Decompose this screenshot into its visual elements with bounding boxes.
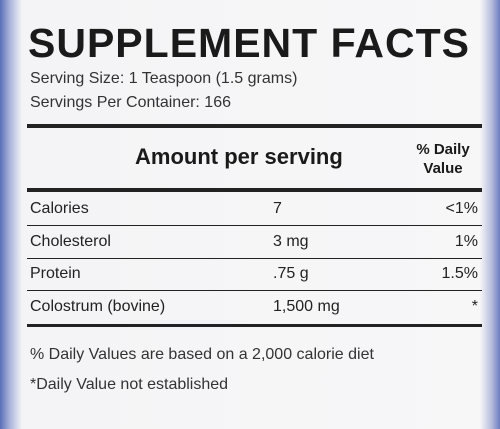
header-daily-value: % Daily Value bbox=[416, 141, 470, 177]
amount: 3 mg bbox=[273, 232, 309, 250]
footnote: *Daily Value not established bbox=[30, 376, 229, 393]
row-divider bbox=[27, 290, 482, 291]
daily-value: <1% bbox=[445, 200, 478, 217]
amount: .75 g bbox=[273, 265, 309, 282]
amount: 7 bbox=[273, 200, 282, 217]
daily-value: 1% bbox=[454, 232, 478, 250]
serving-size: Serving Size: 1 Teaspoon (1.5 grams) bbox=[30, 70, 298, 87]
header-amount: Amount per serving bbox=[135, 144, 343, 169]
footnote: % Daily Values are based on a 2,000 calo… bbox=[30, 346, 374, 363]
amount: 1,500 mg bbox=[273, 297, 340, 315]
rule bbox=[27, 324, 482, 327]
row-divider bbox=[27, 225, 482, 226]
title: SUPPLEMENT FACTS bbox=[28, 20, 470, 66]
row-divider bbox=[27, 257, 482, 259]
rule bbox=[27, 188, 482, 192]
daily-value: * bbox=[471, 297, 478, 315]
nutrient-name: Protein bbox=[30, 265, 81, 282]
servings-per-container: Servings Per Container: 166 bbox=[30, 94, 231, 111]
nutrient-name: Calories bbox=[30, 200, 89, 217]
rule bbox=[27, 124, 482, 128]
nutrient-name: Cholesterol bbox=[30, 232, 111, 250]
nutrient-name: Colostrum (bovine) bbox=[30, 297, 166, 315]
daily-value: 1.5% bbox=[441, 265, 478, 282]
